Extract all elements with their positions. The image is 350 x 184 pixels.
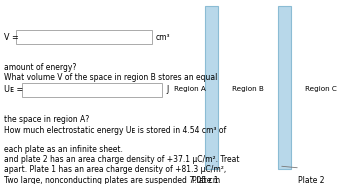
Bar bbox=[22, 83, 162, 97]
Text: V =: V = bbox=[4, 33, 19, 42]
Text: cm³: cm³ bbox=[156, 33, 171, 42]
Text: Plate 2: Plate 2 bbox=[298, 176, 324, 184]
Text: Region B: Region B bbox=[232, 86, 264, 92]
Text: amount of energy?: amount of energy? bbox=[4, 63, 76, 72]
Text: Region C: Region C bbox=[304, 86, 336, 92]
Text: How much electrostatic energy Uᴇ is stored in 4.54 cm³ of: How much electrostatic energy Uᴇ is stor… bbox=[4, 126, 226, 135]
Text: the space in region A?: the space in region A? bbox=[4, 116, 89, 125]
Text: apart. Plate 1 has an area charge density of +81.3 μC/m²,: apart. Plate 1 has an area charge densit… bbox=[4, 165, 226, 174]
Text: Uᴇ =: Uᴇ = bbox=[4, 86, 23, 95]
Text: What volume V of the space in region B stores an equal: What volume V of the space in region B s… bbox=[4, 73, 217, 82]
Text: and plate 2 has an area charge density of +37.1 μC/m². Treat: and plate 2 has an area charge density o… bbox=[4, 155, 239, 164]
Text: each plate as an infinite sheet.: each plate as an infinite sheet. bbox=[4, 144, 123, 153]
Bar bbox=[205, 6, 218, 169]
Text: J: J bbox=[166, 86, 168, 95]
Text: Region A: Region A bbox=[174, 86, 206, 92]
Bar bbox=[278, 6, 291, 169]
Text: Two large, nonconducting plates are suspended 7.05 cm: Two large, nonconducting plates are susp… bbox=[4, 176, 220, 184]
Bar bbox=[16, 30, 152, 44]
Text: Plate 1: Plate 1 bbox=[192, 176, 218, 184]
